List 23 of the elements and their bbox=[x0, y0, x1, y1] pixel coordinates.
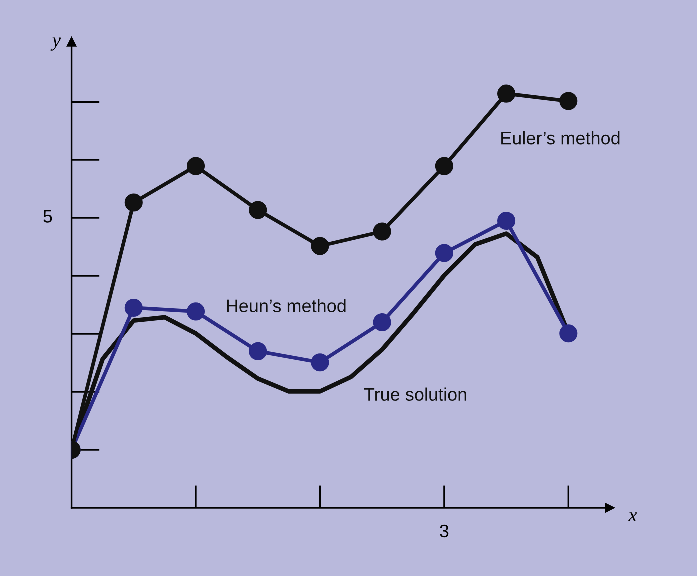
point bbox=[186, 302, 206, 321]
point bbox=[435, 157, 454, 176]
point bbox=[311, 237, 330, 256]
point bbox=[560, 324, 578, 343]
series-label: Heun’s method bbox=[227, 299, 346, 313]
x-axis-title: x bbox=[628, 512, 638, 522]
series-label: True solution bbox=[364, 388, 466, 402]
point bbox=[560, 92, 578, 110]
point bbox=[498, 84, 516, 103]
text: 3 bbox=[440, 524, 449, 538]
point bbox=[124, 298, 143, 317]
y-axis-title: y bbox=[50, 38, 62, 51]
point bbox=[249, 342, 268, 360]
point bbox=[435, 244, 454, 262]
point bbox=[186, 157, 206, 176]
point bbox=[498, 212, 516, 230]
series-label: Euler’s method bbox=[502, 131, 620, 145]
point bbox=[373, 222, 392, 241]
text: 5 bbox=[44, 210, 52, 223]
point bbox=[311, 354, 330, 372]
point bbox=[124, 194, 143, 212]
point bbox=[373, 313, 392, 332]
point bbox=[249, 201, 268, 220]
